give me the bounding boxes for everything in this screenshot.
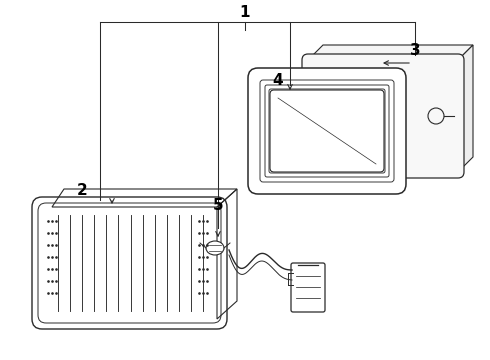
Text: 5: 5 [213,198,223,212]
FancyBboxPatch shape [248,68,406,194]
Polygon shape [308,45,473,60]
FancyBboxPatch shape [291,263,325,312]
Text: 3: 3 [410,42,420,58]
Text: 4: 4 [273,72,283,87]
Ellipse shape [206,241,224,255]
Text: 2: 2 [76,183,87,198]
Text: 1: 1 [240,5,250,19]
FancyBboxPatch shape [270,90,384,172]
Polygon shape [458,45,473,172]
FancyBboxPatch shape [302,54,464,178]
